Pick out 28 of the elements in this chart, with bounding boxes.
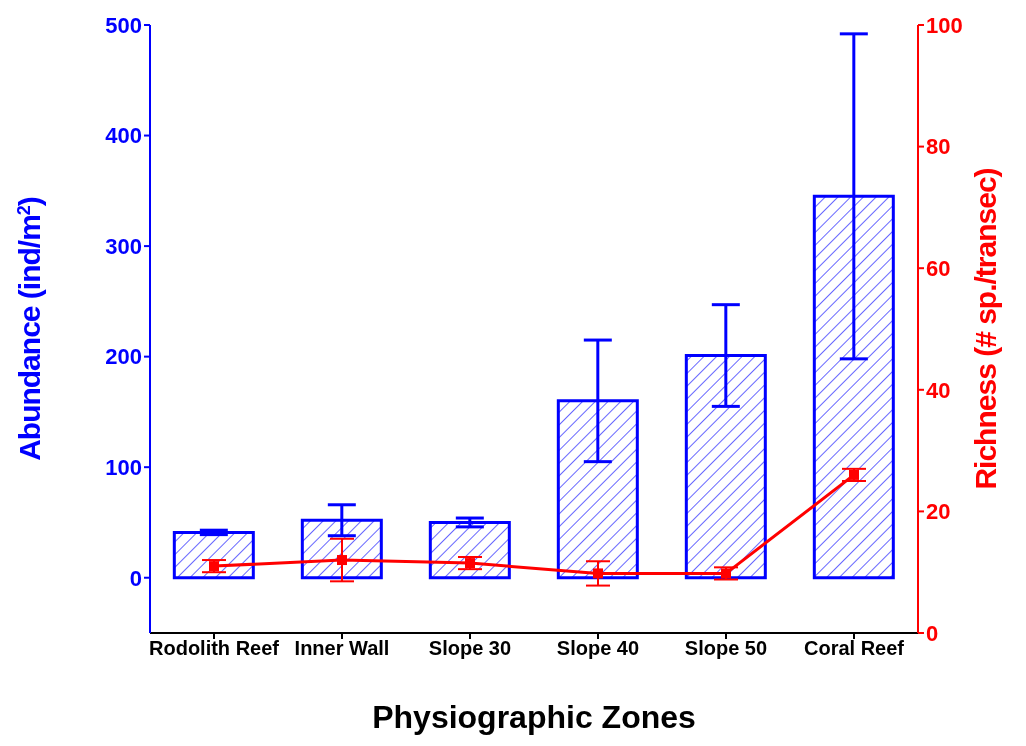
x-axis-title: Physiographic Zones <box>372 699 696 735</box>
point <box>721 568 731 579</box>
bar <box>428 520 511 580</box>
x-tick-label: Inner Wall <box>294 637 390 660</box>
point <box>337 555 347 566</box>
x-tick-label: Slope 40 <box>556 637 640 660</box>
y2-tick-label: 60 <box>926 256 951 282</box>
y-tick-label: 100 <box>105 454 142 480</box>
y2-tick-label: 100 <box>926 12 963 38</box>
y-tick-label: 300 <box>105 233 142 259</box>
point <box>209 561 219 572</box>
point <box>465 558 475 569</box>
y-tick-label: 0 <box>129 565 142 591</box>
x-tick-label: Coral Reef <box>803 637 905 660</box>
x-tick-label: Slope 50 <box>684 637 768 660</box>
y2-tick-label: 80 <box>926 134 951 160</box>
y2-tick-label: 20 <box>926 499 951 525</box>
point <box>593 568 603 579</box>
y-tick-label: 200 <box>105 344 142 370</box>
y2-axis-title: Richness (# sp./transec) <box>969 168 1002 490</box>
x-tick-label: Rodolith Reef <box>149 637 280 660</box>
y2-tick-label: 40 <box>926 377 951 403</box>
bar <box>172 530 255 580</box>
point <box>849 469 859 480</box>
y2-tick-label: 0 <box>926 620 939 646</box>
y-tick-label: 500 <box>105 12 142 38</box>
y-tick-label: 400 <box>105 123 142 149</box>
x-tick-label: Slope 30 <box>428 637 512 660</box>
